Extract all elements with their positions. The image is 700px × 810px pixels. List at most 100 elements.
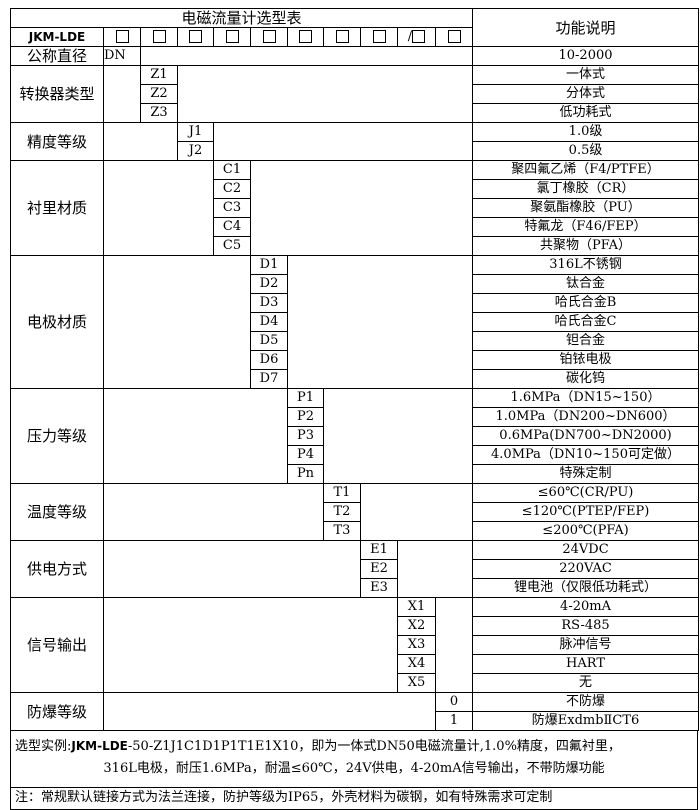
code-cell: 1 bbox=[434, 711, 474, 731]
code-placeholder bbox=[360, 27, 398, 47]
table-row: T3 ≤200℃(PFA) bbox=[11, 521, 700, 541]
code-cell: C1 bbox=[213, 160, 251, 180]
table-row: 防爆等级 0 不防爆 bbox=[10, 692, 700, 731]
category-label: 电极材质 bbox=[10, 255, 104, 389]
blank-cell bbox=[103, 540, 361, 598]
function-cell: 哈氏合金B bbox=[472, 293, 700, 313]
code-placeholder bbox=[177, 27, 214, 47]
table-row: 1 防爆ExdmbⅡCT6 bbox=[11, 711, 700, 731]
placeholder-box-icon bbox=[372, 30, 386, 43]
category-label: 公称直径 bbox=[10, 46, 104, 66]
category-label: 精度等级 bbox=[10, 122, 104, 161]
category-label: 转换器类型 bbox=[10, 65, 104, 123]
function-cell: 钛合金 bbox=[472, 274, 700, 294]
function-cell: 24VDC bbox=[472, 540, 700, 560]
code-cell: J1 bbox=[177, 122, 214, 142]
category-label: 温度等级 bbox=[10, 483, 104, 541]
code-cell: C3 bbox=[213, 198, 251, 218]
table-row: C3 聚氨酯橡胶（PU） bbox=[11, 198, 700, 218]
function-cell: 一体式 bbox=[472, 65, 700, 85]
code-placeholder: / bbox=[397, 27, 436, 47]
table-row: 压力等级 P1 1.6MPa（DN15~150） bbox=[10, 388, 700, 484]
placeholder-box-icon bbox=[335, 30, 349, 43]
code-cell: J2 bbox=[177, 141, 214, 161]
code-cell: D6 bbox=[250, 350, 288, 370]
code-cell: E3 bbox=[360, 578, 398, 598]
function-cell: 特氟龙（F46/FEP） bbox=[472, 217, 700, 237]
blank-cell bbox=[396, 540, 474, 598]
blank-cell bbox=[359, 483, 474, 541]
table-row: C5 共聚物（PFA） bbox=[11, 236, 700, 256]
function-cell: 220VAC bbox=[472, 559, 700, 579]
code-cell: D5 bbox=[250, 331, 288, 351]
function-cell: 氯丁橡胶（CR） bbox=[472, 179, 700, 199]
code-placeholder bbox=[140, 27, 178, 47]
code-cell: T2 bbox=[323, 502, 361, 522]
code-cell: D7 bbox=[250, 369, 288, 389]
code-cell: Pn bbox=[287, 464, 324, 484]
blank-cell bbox=[103, 160, 214, 256]
code-cell: T1 bbox=[323, 483, 361, 503]
slash: / bbox=[407, 29, 413, 44]
placeholder-box-icon bbox=[152, 30, 166, 43]
category-label: 信号输出 bbox=[10, 597, 104, 693]
code-placeholder bbox=[323, 27, 361, 47]
selection-table: 电磁流量计选型表 功能说明 JKM-LDE / 公称直径 DN 10-2000 转换器类型 Z1… bbox=[9, 8, 700, 731]
function-cell: ≤60℃(CR/PU) bbox=[472, 483, 700, 503]
code-cell: P2 bbox=[287, 407, 324, 427]
table-row: T2 ≤120℃(PTEP/FEP) bbox=[11, 502, 700, 522]
code-placeholder bbox=[287, 27, 324, 47]
code-cell: E2 bbox=[360, 559, 398, 579]
code-cell: C4 bbox=[213, 217, 251, 237]
placeholder-box-icon bbox=[447, 30, 461, 43]
function-cell: 0.5级 bbox=[472, 141, 700, 161]
blank-cell bbox=[103, 483, 324, 541]
code-cell: T3 bbox=[323, 521, 361, 541]
blank-cell bbox=[103, 388, 288, 484]
blank-cell bbox=[139, 46, 474, 66]
function-cell: 低功耗式 bbox=[472, 103, 700, 123]
table-row: 公称直径 DN 10-2000 bbox=[10, 46, 700, 66]
table-row: D7 碳化钨 bbox=[11, 369, 700, 389]
table-row: Pn 特殊定制 bbox=[11, 464, 700, 484]
code-cell: DN bbox=[103, 46, 141, 66]
function-cell: 316L不锈钢 bbox=[472, 255, 700, 275]
table-row: P4 4.0MPa（DN10~150可定做） bbox=[11, 445, 700, 465]
function-cell: 脉冲信号 bbox=[472, 635, 700, 655]
code-placeholder bbox=[434, 27, 474, 47]
code-cell: X2 bbox=[397, 616, 436, 636]
code-placeholder bbox=[213, 27, 251, 47]
code-cell: P1 bbox=[287, 388, 324, 408]
function-cell: 聚氨酯橡胶（PU） bbox=[472, 198, 700, 218]
code-cell: C5 bbox=[213, 236, 251, 256]
function-cell: 铂铱电极 bbox=[472, 350, 700, 370]
note: 注：常规默认链接方式为法兰连接，防护等级为IP65，外壳材料为碳钢，如有特殊需求… bbox=[10, 788, 698, 810]
placeholder-box-icon bbox=[262, 30, 276, 43]
code-cell: 0 bbox=[434, 692, 474, 712]
blank-cell bbox=[103, 692, 436, 731]
code-cell: P3 bbox=[287, 426, 324, 446]
title-row: 电磁流量计选型表 功能说明 bbox=[9, 8, 700, 47]
function-cell: ≤120℃(PTEP/FEP) bbox=[472, 502, 700, 522]
code-placeholder bbox=[250, 27, 288, 47]
function-cell: 不防爆 bbox=[472, 692, 700, 712]
placeholder-box-icon bbox=[299, 30, 312, 43]
blank-cell bbox=[103, 65, 141, 123]
table-row: 温度等级 T1 ≤60℃(CR/PU) bbox=[10, 483, 700, 541]
example-line1: -50-Z1J1C1D1P1T1E1X10，即为一体式DN50电磁流量计,1.0… bbox=[127, 739, 621, 754]
category-label: 防爆等级 bbox=[10, 692, 104, 731]
code-cell: D4 bbox=[250, 312, 288, 332]
function-cell: 哈氏合金C bbox=[472, 312, 700, 332]
function-cell: 10-2000 bbox=[472, 46, 700, 66]
placeholder-box-icon bbox=[412, 30, 426, 43]
table-row: 精度等级 J1 1.0级 bbox=[10, 122, 700, 161]
table-row: 电极材质 D1 316L不锈钢 bbox=[10, 255, 700, 389]
code-cell: X5 bbox=[397, 673, 436, 693]
table-row: 衬里材质 C1 聚四氟乙烯（F4/PTFE） bbox=[10, 160, 700, 256]
table-row: 供电方式 E1 24VDC bbox=[10, 540, 700, 598]
selection-example: 选型实例:JKM-LDE-50-Z1J1C1D1P1T1E1X10，即为一体式D… bbox=[10, 731, 698, 788]
code-cell: P4 bbox=[287, 445, 324, 465]
function-cell: RS-485 bbox=[472, 616, 700, 636]
code-cell: D1 bbox=[250, 255, 288, 275]
table-row: E2 220VAC bbox=[11, 559, 700, 579]
